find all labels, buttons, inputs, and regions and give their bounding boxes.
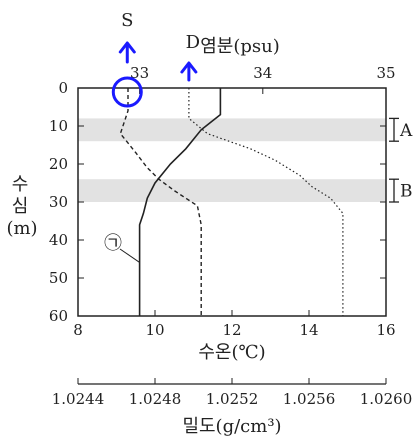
annotation-arrow-right bbox=[180, 61, 198, 82]
depth-tick-label: 20 bbox=[49, 155, 68, 173]
curve-label: ㉠ bbox=[104, 233, 122, 254]
depth-tick-label: 0 bbox=[58, 79, 68, 97]
annotation-d-letter: D bbox=[186, 32, 200, 53]
density-tick-label: 1.0248 bbox=[129, 390, 182, 408]
depth-axis-title: 심 bbox=[12, 196, 29, 217]
depth-tick-label: 30 bbox=[49, 193, 68, 211]
temp-tick-label: 14 bbox=[299, 321, 318, 339]
density-tick-label: 1.0256 bbox=[283, 390, 336, 408]
temp-tick-label: 16 bbox=[376, 321, 395, 339]
band-A bbox=[78, 118, 386, 142]
annotation-arrow-left bbox=[118, 41, 136, 64]
curve-label-leader bbox=[119, 248, 140, 263]
temp-tick-label: 12 bbox=[222, 321, 241, 339]
annotations-layer: SD bbox=[111, 10, 200, 108]
annotation-s-letter: S bbox=[121, 10, 133, 31]
depth-tick-label: 60 bbox=[49, 307, 68, 325]
band-label-B: B bbox=[400, 182, 413, 202]
temp-tick-label: 8 bbox=[73, 321, 83, 339]
curves-layer bbox=[119, 88, 344, 316]
depth-tick-label: 50 bbox=[49, 269, 68, 287]
ticks-layer bbox=[77, 87, 399, 385]
depth-tick-label: 10 bbox=[49, 117, 68, 135]
band-B bbox=[78, 179, 386, 202]
temperature-curve bbox=[138, 88, 222, 316]
salinity-axis-title: 염분(psu) bbox=[200, 36, 280, 57]
labels-layer: A B 0 10 20 30 40 50 60 8 10 12 14 16 수온(℃) 33 34 35 염분(ps… bbox=[6, 36, 413, 437]
density-tick-label: 1.0260 bbox=[360, 390, 413, 408]
density-axis-title: 밀도(g/cm³) bbox=[182, 416, 281, 437]
band-label-A: A bbox=[399, 121, 413, 141]
bands-layer bbox=[78, 118, 386, 202]
density-tick-label: 1.0252 bbox=[206, 390, 259, 408]
salinity-curve bbox=[188, 88, 344, 316]
temp-axis-title: 수온(℃) bbox=[198, 342, 265, 363]
salinity-tick-label: 34 bbox=[253, 64, 272, 82]
density-curve bbox=[119, 88, 202, 316]
density-tick-label: 1.0244 bbox=[52, 390, 105, 408]
depth-axis-unit: (m) bbox=[6, 218, 37, 239]
salinity-tick-label: 33 bbox=[130, 64, 149, 82]
depth-tick-label: 40 bbox=[49, 231, 68, 249]
temp-tick-label: 10 bbox=[145, 321, 164, 339]
annotation-circle bbox=[111, 76, 143, 108]
salinity-tick-label: 35 bbox=[376, 64, 395, 82]
depth-axis-title: 수 bbox=[12, 174, 29, 195]
